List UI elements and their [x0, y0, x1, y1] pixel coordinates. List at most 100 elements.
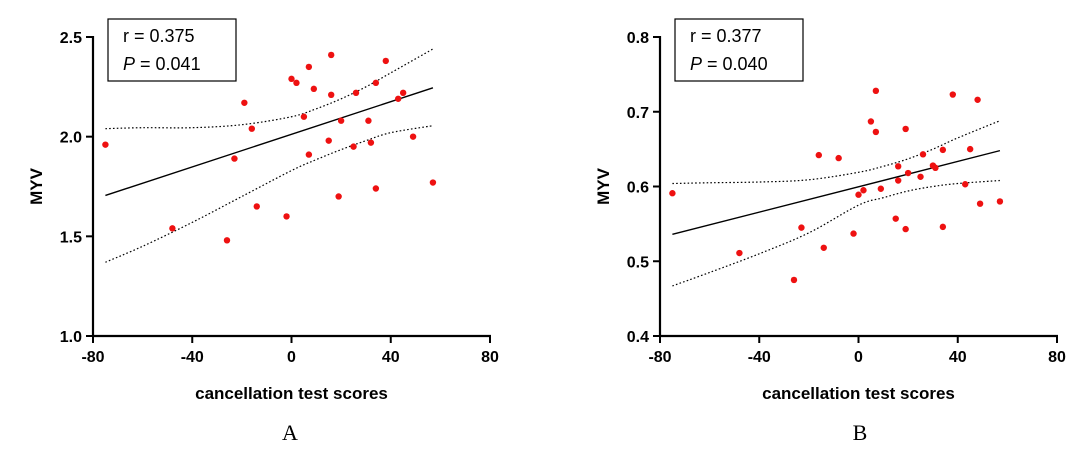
chart1-ci-upper [105, 48, 434, 130]
chart1-stats-box [107, 18, 237, 82]
chart2-y-tick-label: 0.4 [627, 329, 649, 346]
chart1-y-tick-label: 1.5 [60, 229, 82, 246]
chart2-point [939, 223, 947, 231]
chart1-point [325, 137, 332, 144]
chart1-point [372, 79, 380, 87]
chart2-y-tick-label: 0.5 [627, 254, 649, 271]
chart2-y-axis-title: MYV [594, 167, 613, 205]
chart2-point [872, 128, 880, 136]
chart1-point [335, 193, 342, 200]
chart2-point [966, 145, 974, 153]
chart2-x-tick-label: 0 [854, 349, 863, 366]
chart2-point [895, 177, 902, 184]
chart1-point [231, 155, 238, 162]
chart1-point [399, 89, 407, 97]
chart1-x-tick-label: 80 [481, 349, 499, 366]
chart1-point [372, 185, 380, 192]
chart2-y-tick-label: 0.6 [627, 180, 649, 197]
chart1-x-tick-label: -80 [81, 349, 104, 366]
chart2-point [974, 96, 981, 103]
chart1-x-tick-label: -40 [181, 349, 204, 366]
chart2-point [736, 249, 743, 257]
chart1-point [283, 213, 290, 220]
chart1-point [328, 91, 335, 99]
chart1-point [223, 237, 231, 244]
chart2-point [860, 187, 867, 194]
chart1-point [288, 75, 295, 83]
chart2-x-tick-label: 40 [949, 349, 967, 366]
chart1-stats-p-value: = 0.041 [135, 54, 201, 74]
chart1-point [253, 203, 260, 210]
chart2-point [877, 185, 885, 192]
chart2-x-tick-label: -40 [748, 349, 771, 366]
chart2-regression-line [672, 149, 1001, 236]
chart1-point [102, 141, 109, 148]
chart1-point [241, 99, 248, 106]
chart1-stats-p: P = 0.041 [123, 54, 201, 74]
chart1-stats-p-symbol: P [123, 54, 135, 74]
chart1-x-tick-label: 40 [382, 349, 400, 366]
chart2-ci-lower [672, 179, 1000, 287]
chart2-x-tick-label: 80 [1048, 349, 1066, 366]
panel-label-a: A [282, 420, 298, 445]
chart1-point [328, 51, 335, 59]
chart2-point [902, 125, 909, 133]
chart1-point [394, 95, 402, 102]
chart1-x-tick-label: 0 [287, 349, 296, 366]
chart1-point [300, 113, 308, 120]
chart2-ci-upper [672, 120, 1001, 185]
chart1-point [310, 85, 318, 93]
chart1-point [352, 89, 360, 97]
panel-label-b: B [853, 420, 868, 445]
chart2-point [892, 215, 899, 222]
chart2-point [835, 154, 842, 162]
chart2-point [895, 163, 902, 170]
chart1-regression-line [105, 87, 434, 197]
chart2-point [850, 230, 857, 237]
chart1-point [337, 117, 345, 124]
chart2-point [919, 151, 927, 158]
chart1-y-tick-label: 2.5 [60, 30, 82, 47]
chart2-point [961, 181, 969, 188]
chart1-point [409, 133, 417, 140]
chart2-point [949, 91, 956, 98]
chart2-point [917, 173, 924, 180]
chart2-point [820, 244, 827, 251]
chart1-point [365, 117, 372, 124]
chart2-stats-box [674, 18, 804, 82]
chart2-point [815, 151, 822, 159]
chart2-point [669, 190, 676, 197]
chart-panel-a: 1.0 1.5 2.0 2.5 -80 -40 0 40 80 cancellation test… [27, 18, 499, 403]
chart1-point [305, 151, 313, 158]
chart1-x-axis-title: cancellation test scores [195, 384, 388, 403]
chart2-point [790, 276, 798, 284]
chart1-point [429, 179, 437, 186]
chart1-point [305, 63, 313, 71]
chart2-stats-r: r = 0.377 [690, 26, 762, 46]
chart1-point [169, 225, 176, 232]
chart1-point [248, 125, 255, 132]
chart2-y-tick-label: 0.8 [627, 30, 649, 47]
chart-panel-b: 0.4 0.5 0.6 0.7 0.8 -80 -40 0 40 80 cancellation t… [594, 18, 1066, 403]
chart2-point [867, 118, 875, 125]
chart2-point [932, 164, 939, 172]
chart2-point [904, 169, 912, 177]
chart2-x-tick-label: -80 [648, 349, 671, 366]
chart1-point [382, 57, 389, 65]
chart2-stats-p-symbol: P [690, 54, 702, 74]
chart1-point [293, 79, 300, 87]
chart2-point [872, 87, 880, 95]
chart2-point [855, 191, 862, 198]
chart2-stats-p-value: = 0.040 [702, 54, 768, 74]
chart1-y-tick-label: 2.0 [60, 130, 82, 147]
chart1-y-tick-label: 1.0 [60, 329, 82, 346]
chart2-point [902, 225, 909, 233]
chart2-stats-p: P = 0.040 [690, 54, 768, 74]
chart1-ci-lower [105, 125, 434, 263]
chart2-x-axis-title: cancellation test scores [762, 384, 955, 403]
chart2-point [939, 146, 947, 154]
chart1-y-axis-title: MYV [27, 167, 46, 205]
chart1-point [350, 143, 357, 150]
chart2-point [996, 198, 1004, 205]
